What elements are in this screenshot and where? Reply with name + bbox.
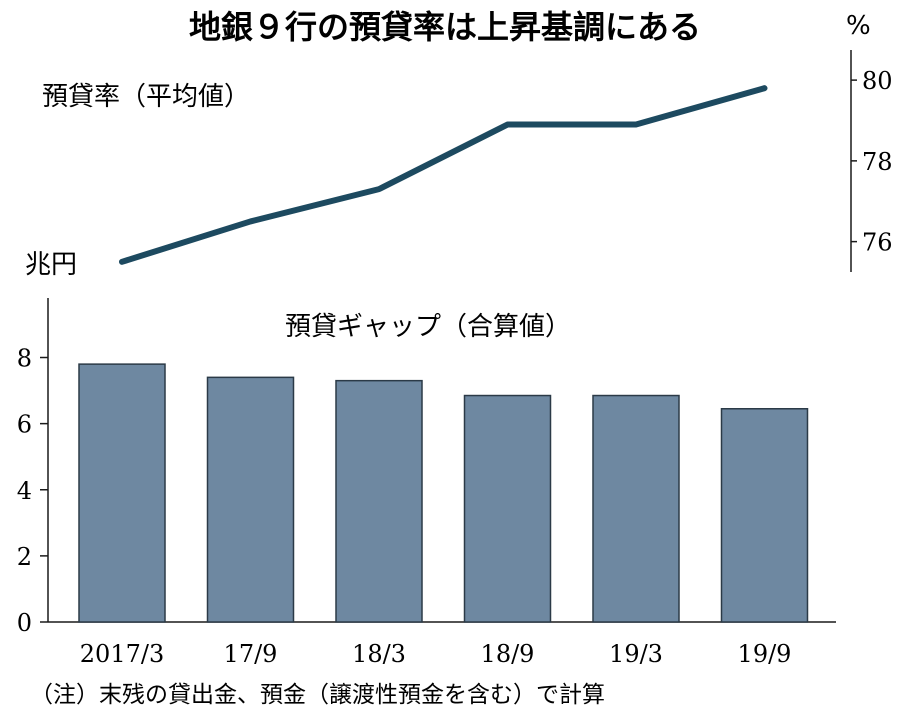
bar-y-ticks: 0 2 4 6 8 [17, 345, 48, 637]
bar [206, 376, 295, 623]
bar-y-tick-label: 8 [17, 345, 32, 373]
line-y-tick-label: 78 [862, 148, 893, 176]
bar [335, 379, 423, 623]
x-tick-label: 17/9 [224, 640, 278, 668]
bars [78, 363, 809, 623]
bar-y-tick-label: 4 [17, 477, 32, 505]
line-y-ticks: 76 78 80 [851, 67, 893, 257]
bar-chart: 兆円 預貸ギャップ（合算値） 0 2 4 6 8 2017/3 17/9 18/3 18/9 1… [17, 250, 836, 668]
line-unit-label: % [846, 11, 871, 41]
bar-y-tick-label: 6 [17, 411, 32, 439]
x-tick-label: 19/9 [738, 640, 792, 668]
bar-y-tick-label: 2 [17, 543, 32, 571]
x-tick-label: 2017/3 [80, 640, 164, 668]
bar-unit-label: 兆円 [25, 250, 77, 280]
bar-y-tick-label: 0 [17, 609, 32, 637]
bar [720, 408, 809, 623]
x-tick-label: 18/3 [352, 640, 406, 668]
line-chart-title: 預貸率（平均値） [42, 82, 250, 112]
line-y-tick-label: 76 [862, 229, 893, 257]
bar [78, 363, 166, 623]
x-tick-labels: 2017/3 17/9 18/3 18/9 19/3 19/9 [80, 640, 792, 668]
bar [463, 394, 552, 623]
series-line [119, 85, 768, 265]
footnote: （注）末残の貸出金、預金（譲渡性預金を含む）で計算 [30, 682, 605, 708]
bar-chart-title: 預貸ギャップ（合算値） [285, 312, 571, 342]
chart-title: 地銀９行の預貸率は上昇基調にある [189, 8, 701, 46]
x-tick-label: 18/9 [481, 640, 535, 668]
bar [592, 394, 680, 623]
line-y-tick-label: 80 [862, 67, 893, 95]
line-chart: 預貸率（平均値） % 76 78 80 [42, 11, 893, 272]
x-tick-label: 19/3 [609, 640, 663, 668]
